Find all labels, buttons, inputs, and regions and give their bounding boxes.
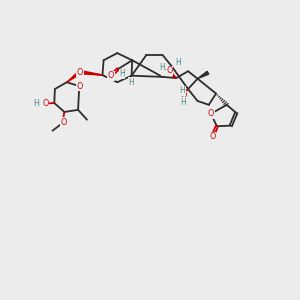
Polygon shape: [67, 71, 81, 82]
Text: H: H: [161, 66, 167, 75]
Polygon shape: [80, 70, 102, 75]
Text: O: O: [209, 132, 216, 141]
Text: H: H: [179, 86, 185, 95]
Text: H: H: [175, 58, 181, 67]
Text: O: O: [108, 71, 114, 80]
Text: O: O: [77, 68, 83, 76]
Text: H: H: [180, 98, 186, 107]
Text: H: H: [159, 63, 165, 72]
Text: O: O: [180, 92, 187, 100]
Text: O: O: [61, 118, 67, 127]
Text: H: H: [128, 78, 134, 87]
Text: O: O: [76, 82, 83, 91]
Text: O: O: [42, 99, 49, 108]
Polygon shape: [198, 71, 209, 79]
Text: H: H: [119, 69, 125, 78]
Text: H: H: [34, 98, 39, 107]
Text: O: O: [208, 109, 214, 118]
Polygon shape: [167, 70, 176, 78]
Text: O: O: [167, 66, 173, 75]
